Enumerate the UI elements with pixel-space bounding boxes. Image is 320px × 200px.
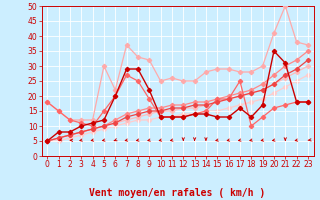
Text: Vent moyen/en rafales ( km/h ): Vent moyen/en rafales ( km/h ) [90, 188, 266, 198]
